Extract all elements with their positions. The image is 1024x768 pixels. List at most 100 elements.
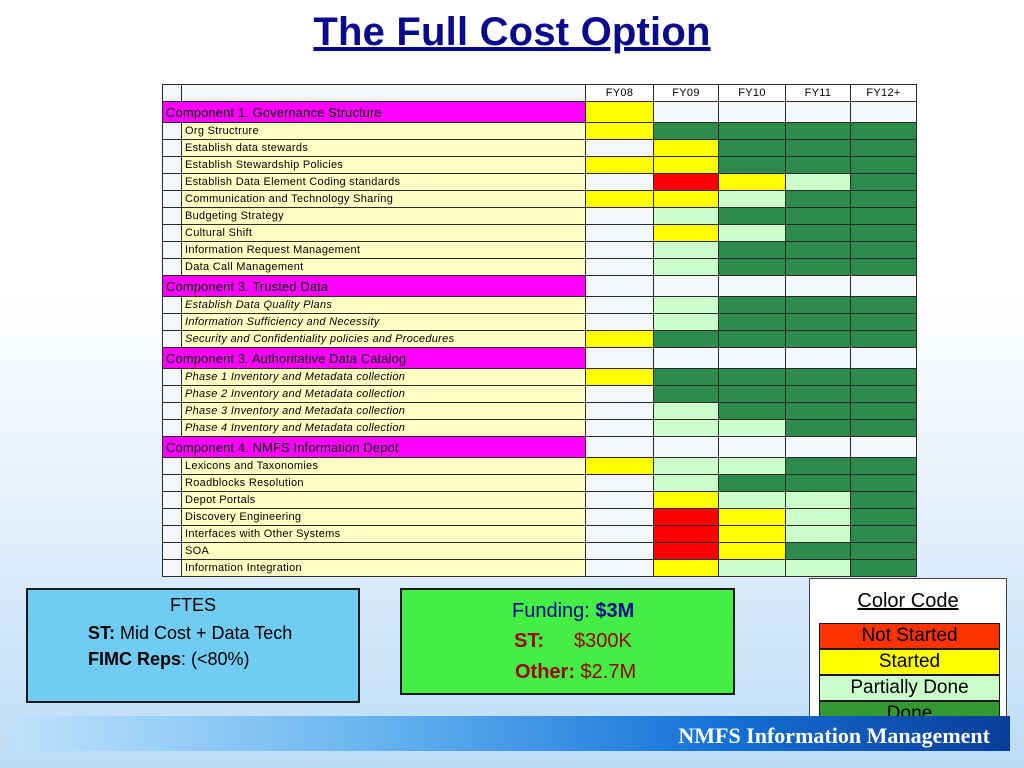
status-cell-fy09 [653, 296, 719, 314]
status-cell-fy09 [653, 139, 719, 157]
status-cell-fy09 [653, 190, 719, 208]
status-cell-fy08 [585, 330, 654, 348]
row-index-cell [162, 156, 182, 174]
ftes-fimc-line: FIMC Reps: (<80%) [88, 649, 250, 670]
funding-box: Funding: $3M ST: $300K Other: $2.7M [400, 588, 735, 695]
status-cell-fy11 [785, 347, 851, 369]
table-header-row: FY08 FY09 FY10 FY11 FY12+ [162, 84, 917, 102]
status-cell-fy08 [585, 313, 654, 331]
status-cell-fy11 [785, 542, 851, 560]
ftes-st-line: ST: Mid Cost + Data Tech [88, 623, 292, 644]
task-row: Roadblocks Resolution [162, 474, 917, 492]
status-cell-fy10 [718, 313, 786, 331]
task-row: Phase 2 Inventory and Metadata collectio… [162, 385, 917, 403]
status-cell-fy12plus [850, 190, 917, 208]
component-label: Component 3. Trusted Data [162, 275, 586, 297]
task-label: Discovery Engineering [181, 508, 586, 526]
footer-text: NMFS Information Management [678, 723, 990, 748]
cost-plan-table: FY08 FY09 FY10 FY11 FY12+ Component 1. G… [162, 84, 917, 577]
status-cell-fy12plus [850, 419, 917, 437]
task-row: Establish Data Element Coding standards [162, 173, 917, 191]
funding-other-label: Other: [515, 661, 575, 683]
status-cell-fy10 [718, 275, 786, 297]
task-label: Budgeting Strategy [181, 207, 586, 225]
status-cell-fy12plus [850, 275, 917, 297]
status-cell-fy10 [718, 491, 786, 509]
status-cell-fy11 [785, 368, 851, 386]
status-cell-fy09 [653, 525, 719, 543]
status-cell-fy10 [718, 385, 786, 403]
status-cell-fy10 [718, 457, 786, 475]
row-index-cell [162, 368, 182, 386]
ftes-st-label: ST: [88, 623, 115, 643]
status-cell-fy11 [785, 296, 851, 314]
status-cell-fy08 [585, 190, 654, 208]
status-cell-fy09 [653, 347, 719, 369]
status-cell-fy11 [785, 491, 851, 509]
status-cell-fy08 [585, 241, 654, 259]
status-cell-fy12plus [850, 525, 917, 543]
ftes-st-value: Mid Cost + Data Tech [115, 623, 293, 643]
task-label: Interfaces with Other Systems [181, 525, 586, 543]
component-row: Component 1. Governance Structure [162, 101, 917, 123]
task-row: Establish Data Quality Plans [162, 296, 917, 314]
status-cell-fy09 [653, 101, 719, 123]
status-cell-fy08 [585, 258, 654, 276]
page-title: The Full Cost Option [313, 10, 711, 54]
status-cell-fy08 [585, 275, 654, 297]
task-label: Phase 4 Inventory and Metadata collectio… [181, 419, 586, 437]
task-label: Roadblocks Resolution [181, 474, 586, 492]
row-index-cell [162, 419, 182, 437]
fy-header: FY12+ [850, 84, 917, 102]
row-index-cell [162, 139, 182, 157]
task-row: Information Sufficiency and Necessity [162, 313, 917, 331]
header-label-cell [181, 84, 586, 102]
status-cell-fy10 [718, 436, 786, 458]
row-index-cell [162, 224, 182, 242]
task-label: Depot Portals [181, 491, 586, 509]
footer-bar: NMFS Information Management [14, 716, 1010, 751]
funding-colon: : [584, 600, 596, 622]
status-cell-fy08 [585, 347, 654, 369]
header-corner-cell [162, 84, 182, 102]
status-cell-fy08 [585, 156, 654, 174]
task-row: Org Structrure [162, 122, 917, 140]
status-cell-fy08 [585, 139, 654, 157]
status-cell-fy12plus [850, 347, 917, 369]
status-cell-fy10 [718, 559, 786, 577]
legend-title: Color Code [857, 590, 959, 612]
task-row: Depot Portals [162, 491, 917, 509]
status-cell-fy11 [785, 402, 851, 420]
fy-header: FY08 [585, 84, 654, 102]
status-cell-fy12plus [850, 258, 917, 276]
task-label: Phase 1 Inventory and Metadata collectio… [181, 368, 586, 386]
funding-label: Funding [512, 600, 585, 622]
status-cell-fy12plus [850, 101, 917, 123]
task-row: Establish Stewardship Policies [162, 156, 917, 174]
status-cell-fy12plus [850, 139, 917, 157]
fy-header: FY09 [653, 84, 719, 102]
status-cell-fy12plus [850, 296, 917, 314]
row-index-cell [162, 525, 182, 543]
status-cell-fy12plus [850, 559, 917, 577]
status-cell-fy10 [718, 525, 786, 543]
task-row: SOA [162, 542, 917, 560]
task-row: Information Request Management [162, 241, 917, 259]
status-cell-fy12plus [850, 330, 917, 348]
status-cell-fy10 [718, 402, 786, 420]
status-cell-fy08 [585, 491, 654, 509]
status-cell-fy09 [653, 474, 719, 492]
row-index-cell [162, 474, 182, 492]
task-label: Security and Confidentiality policies an… [181, 330, 586, 348]
status-cell-fy10 [718, 122, 786, 140]
fy-header: FY10 [718, 84, 786, 102]
status-cell-fy08 [585, 122, 654, 140]
funding-st-value: $300K [574, 630, 632, 652]
task-label: Lexicons and Taxonomies [181, 457, 586, 475]
ftes-title: FTES [169, 595, 216, 615]
status-cell-fy09 [653, 330, 719, 348]
status-cell-fy11 [785, 207, 851, 225]
task-label: Information Sufficiency and Necessity [181, 313, 586, 331]
status-cell-fy08 [585, 436, 654, 458]
task-row: Cultural Shift [162, 224, 917, 242]
